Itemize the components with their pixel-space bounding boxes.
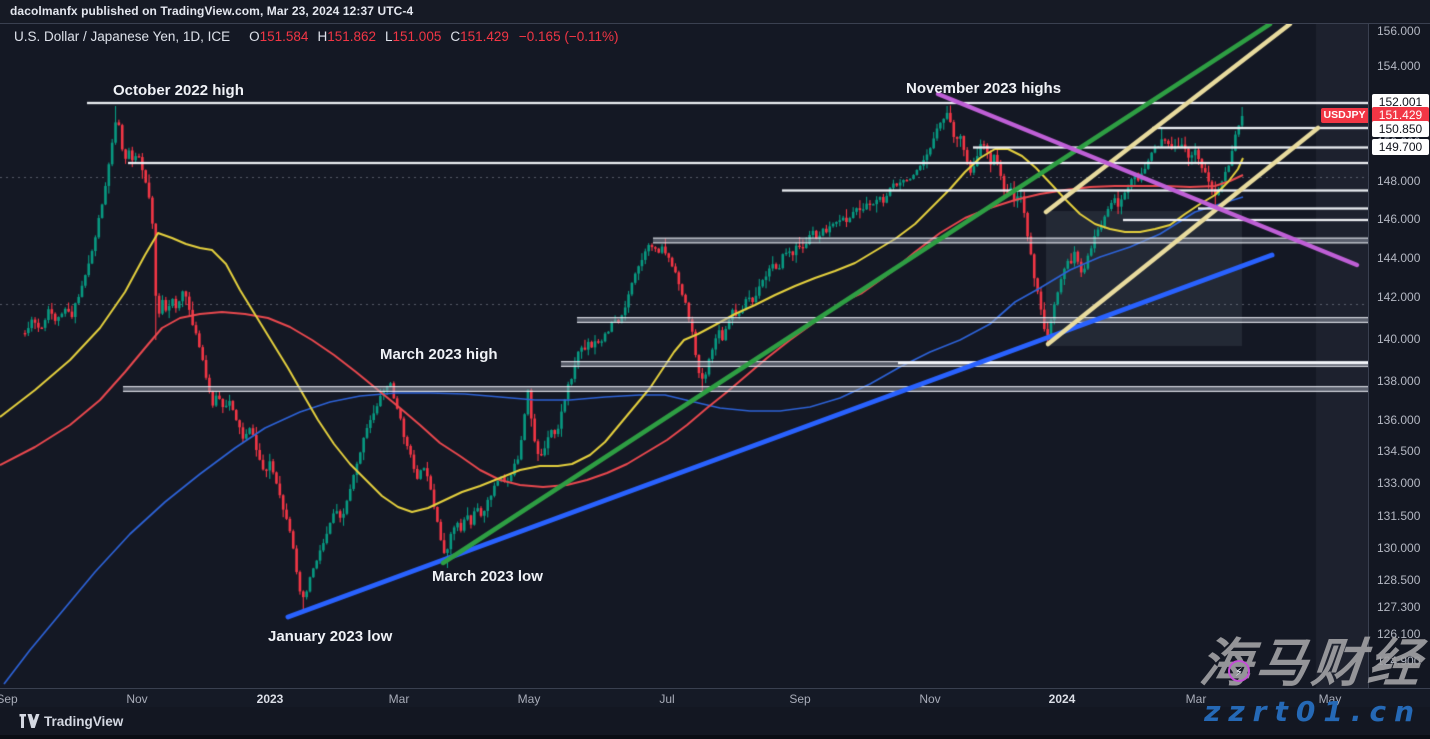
time-tick-label: Jul xyxy=(659,692,675,706)
symbol-legend: U.S. Dollar / Japanese Yen, 1D, ICE O151.… xyxy=(14,29,618,45)
price-axis[interactable]: 156.000154.000152.000150.000148.000146.0… xyxy=(1368,24,1430,688)
brand-name[interactable]: TradingView xyxy=(44,714,124,729)
time-tick-label: May xyxy=(1318,692,1342,706)
ohlc-value: 151.862 xyxy=(327,29,377,44)
annotation-label: October 2022 high xyxy=(113,82,244,99)
time-axis[interactable]: Sep Nov 2023 Mar May Jul Sep Nov 2024 Mar May xyxy=(0,688,1430,707)
price-tick-label: 126.100 xyxy=(1377,627,1421,641)
ohlc-value: 151.584 xyxy=(259,29,309,44)
time-tick-label: Mar xyxy=(388,692,410,706)
ohlc-label: O xyxy=(249,29,260,44)
time-tick-label: May xyxy=(517,692,541,706)
price-tick-label: 144.000 xyxy=(1377,251,1421,265)
ohlc-value: 151.429 xyxy=(460,29,509,44)
price-tick-label: 140.000 xyxy=(1377,332,1421,346)
attribution-text: dacolmanfx published on TradingView.com,… xyxy=(10,4,414,18)
time-tick-label: Nov xyxy=(919,692,941,706)
attribution-bar: dacolmanfx published on TradingView.com,… xyxy=(0,0,1430,23)
symbol-title[interactable]: U.S. Dollar / Japanese Yen, 1D, ICE xyxy=(14,29,231,44)
ohlc-label: H xyxy=(317,29,328,44)
price-tick-label: 124.900 xyxy=(1377,654,1421,668)
tradingview-logo-icon[interactable] xyxy=(19,713,40,734)
annotation-label: November 2023 highs xyxy=(906,80,1062,97)
time-tick-label: 2024 xyxy=(1048,692,1076,706)
ohlc-label: L xyxy=(385,29,393,44)
price-tick-label: 128.500 xyxy=(1377,573,1421,587)
price-tick-label: 142.000 xyxy=(1377,290,1421,304)
price-tick-label: 154.000 xyxy=(1377,59,1421,73)
time-tick-label: Mar xyxy=(1185,692,1207,706)
price-tick-label: 134.500 xyxy=(1377,444,1421,458)
price-tick-label: 133.000 xyxy=(1377,476,1421,490)
footer-bar: TradingView xyxy=(0,707,1430,739)
price-tick-label: 130.000 xyxy=(1377,541,1421,555)
price-tick-label: 127.300 xyxy=(1377,600,1421,614)
time-tick-label: Sep xyxy=(0,692,18,706)
ohlc-values: O151.584 H151.862 L151.005 C151.429 xyxy=(240,29,509,44)
usdjpy-price-tag: USDJPY xyxy=(1321,108,1368,123)
price-badge-150.850: 150.850 xyxy=(1372,121,1429,137)
price-tick-label: 131.500 xyxy=(1377,509,1421,523)
price-badge-152.001: 152.001 xyxy=(1372,94,1429,110)
annotation-label: March 2023 high xyxy=(380,346,498,363)
window-edge xyxy=(0,735,1430,739)
price-tick-label: 148.000 xyxy=(1377,174,1421,188)
price-badge-151.429: 151.429 xyxy=(1372,107,1429,123)
time-tick-label: 2023 xyxy=(256,692,284,706)
ohlc-label: C xyxy=(450,29,461,44)
ohlc-value: 151.005 xyxy=(392,29,442,44)
price-tick-label: 138.000 xyxy=(1377,374,1421,388)
price-badge-149.700: 149.700 xyxy=(1372,139,1429,155)
pane-divider xyxy=(0,23,1430,24)
price-tick-label: 136.000 xyxy=(1377,413,1421,427)
price-tick-label: 156.000 xyxy=(1377,24,1421,38)
price-chart-canvas[interactable] xyxy=(0,24,1368,688)
time-tick-label: Nov xyxy=(126,692,148,706)
price-tick-label: 146.000 xyxy=(1377,212,1421,226)
change-value: −0.165 (−0.11%) xyxy=(518,29,619,44)
annotation-label: January 2023 low xyxy=(268,628,393,645)
time-tick-label: Sep xyxy=(789,692,811,706)
annotation-label: March 2023 low xyxy=(432,568,543,585)
